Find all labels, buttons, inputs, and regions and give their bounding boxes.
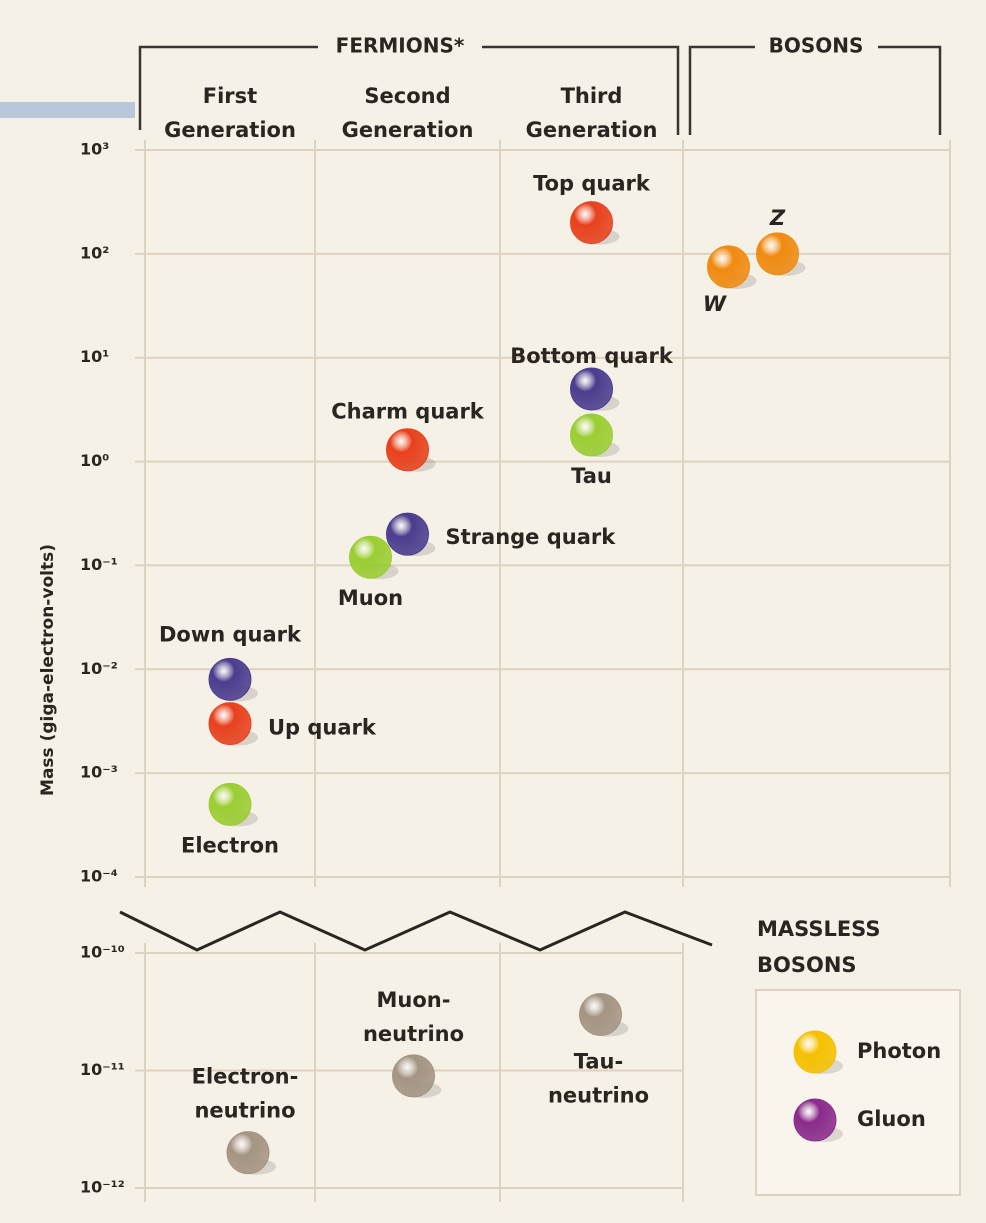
particle: [756, 232, 799, 276]
y-tick-label: 10⁰: [80, 451, 109, 470]
column-label: Generation: [342, 118, 474, 142]
particle-label: neutrino: [363, 1022, 464, 1046]
particle: [570, 201, 613, 245]
particle-label: neutrino: [548, 1083, 649, 1107]
legend-label: Photon: [857, 1039, 941, 1063]
column-label: Third: [561, 84, 623, 108]
particle-label: Electron-: [192, 1065, 299, 1089]
column-label: Second: [364, 84, 450, 108]
legend-title: BOSONS: [757, 953, 857, 977]
particle: [208, 657, 252, 701]
particle: [579, 992, 622, 1036]
particle: [386, 512, 429, 556]
particle-label: W: [703, 292, 727, 316]
particle-label: Down quark: [159, 622, 302, 646]
bosons-bracket: [688, 45, 755, 135]
column-label: Generation: [526, 118, 658, 142]
legend-marker: [793, 1098, 837, 1142]
particle-label: Electron: [181, 833, 279, 857]
particle: [707, 245, 750, 289]
particle-label: Charm quark: [331, 400, 485, 424]
legend-label: Gluon: [857, 1107, 926, 1131]
axis-break: [119, 910, 713, 952]
y-tick-label: 10⁻²: [80, 659, 118, 678]
bosons-title: BOSONS: [769, 34, 864, 58]
y-tick-label: 10³: [80, 140, 109, 159]
y-tick-label: 10⁻¹²: [80, 1178, 125, 1197]
y-tick-label: 10²: [80, 243, 109, 262]
decoration: [0, 102, 135, 118]
particle: [386, 428, 429, 472]
y-tick-label: 10⁻⁴: [80, 867, 118, 886]
fermions-bracket: [482, 45, 680, 135]
legend-marker: [793, 1030, 837, 1074]
particle-label: Tau-: [574, 1049, 623, 1073]
y-tick-label: 10⁻¹⁰: [80, 943, 125, 962]
particle-label: Bottom quark: [510, 344, 674, 368]
particle-label: Muon: [338, 586, 403, 610]
y-tick-label: 10⁻³: [80, 763, 118, 782]
particle-label: Z: [769, 206, 786, 230]
y-tick-label: 10⁻¹¹: [80, 1060, 125, 1079]
fermions-bracket: [138, 45, 318, 130]
y-axis-label: Mass (giga-electron-volts): [38, 544, 58, 796]
column-label: First: [203, 84, 257, 108]
particle: [226, 1131, 270, 1175]
particle-label: Tau: [571, 464, 612, 488]
particle: [570, 413, 613, 457]
bosons-bracket: [878, 45, 942, 135]
legend-box: [755, 989, 961, 1196]
particle: [208, 782, 252, 826]
column-label: Generation: [164, 118, 296, 142]
particle-label: Up quark: [268, 716, 377, 740]
particle-label: Muon-: [377, 988, 451, 1012]
fermions-title: FERMIONS*: [336, 34, 465, 58]
particle: [349, 535, 392, 579]
particle: [392, 1054, 435, 1098]
legend-title: MASSLESS: [757, 917, 881, 941]
particle-label: Top quark: [533, 172, 651, 196]
particle: [208, 702, 252, 746]
particle: [570, 367, 613, 411]
particle-label: neutrino: [194, 1099, 295, 1123]
y-tick-label: 10⁻¹: [80, 555, 118, 574]
y-tick-label: 10¹: [80, 347, 109, 366]
particle-label: Strange quark: [446, 525, 617, 549]
